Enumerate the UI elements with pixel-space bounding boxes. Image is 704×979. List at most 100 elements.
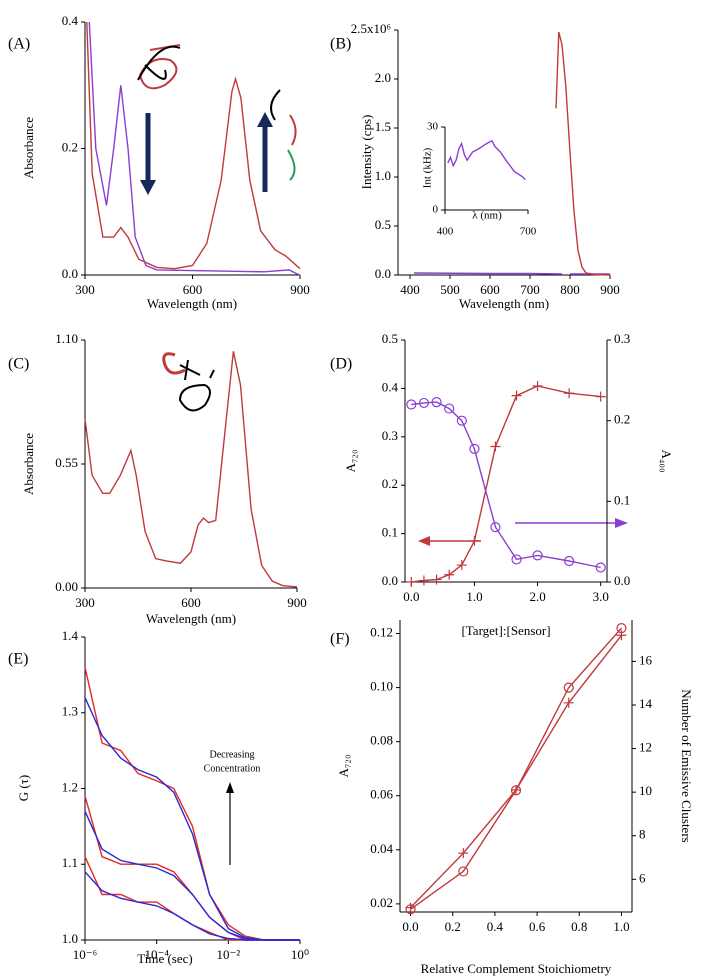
marker [511, 784, 521, 795]
annotation: Concentration [204, 763, 261, 774]
y2-tick-label: 0.2 [614, 412, 630, 427]
y-tick-label: 0.4 [382, 379, 399, 394]
panel: 0.0 1.0 2.0 3.0 0.0 0.1 0.2 0.3 0.4 0.5 0.0 0.1 0.2 0… [330, 331, 674, 638]
x-tick-label: 900 [600, 282, 620, 297]
y-tick-label: 1.5 [375, 119, 391, 134]
y-axis-label: Int (kHz) [422, 147, 434, 188]
marker [564, 555, 575, 567]
x-tick-label: 0.0 [403, 589, 419, 604]
arrowhead [140, 180, 156, 195]
x-axis-label: [Target]:[Sensor] [461, 623, 550, 638]
x-tick-label: 300 [75, 595, 95, 610]
y-tick-label: 0.06 [370, 787, 393, 802]
x-tick-label: 900 [287, 595, 307, 610]
marker [418, 397, 430, 409]
arrowhead [257, 112, 273, 127]
x-tick-label: 10⁻⁴ [144, 947, 169, 962]
y2-tick-label: 12 [639, 740, 652, 755]
x-tick-label: 10⁻² [216, 947, 240, 962]
marker [469, 535, 480, 546]
panel-label: (B) [330, 36, 351, 53]
marker [563, 697, 574, 708]
y2-tick-label: 0.3 [614, 331, 630, 346]
y-tick-label: 1.3 [62, 704, 78, 719]
icon [162, 352, 186, 375]
x-tick-label: 10⁻⁶ [73, 947, 97, 962]
marker [458, 866, 469, 877]
series-line [84, 795, 300, 941]
y-tick-label: 2.0 [375, 70, 391, 85]
y-tick-label: 0.2 [62, 139, 78, 154]
y-axis-label: G (τ) [16, 775, 31, 802]
x-axis-label: Time (sec) [137, 951, 193, 966]
y-tick-label: 0.3 [382, 428, 398, 443]
x-tick-label: 700 [520, 226, 537, 238]
y-tick-label: 0.4 [62, 13, 79, 28]
panel: 400 500 600 700 800 900 0.0 0.5 1.0 1.5 2.0 2.5x10⁶… [330, 21, 620, 311]
series-line [84, 351, 298, 588]
x-tick-label: 900 [290, 282, 310, 297]
marker [511, 390, 522, 401]
y-tick-label: 0.5 [382, 331, 398, 346]
annotation: Decreasing [210, 749, 255, 760]
arrowhead [418, 536, 430, 546]
series-line [86, 21, 301, 270]
y-axis-label: Absorbance [21, 117, 36, 179]
y-tick-label: 1.0 [62, 931, 78, 946]
marker [458, 848, 469, 859]
icon [137, 45, 181, 81]
y2-tick-label: 14 [639, 696, 653, 711]
x-tick-label: 0.0 [402, 919, 418, 934]
y-tick-label: 0.55 [55, 455, 78, 470]
x-tick-label: 1.0 [613, 919, 629, 934]
series-line [88, 21, 301, 276]
series-line [84, 697, 300, 941]
series-line [555, 31, 611, 276]
icon [178, 369, 215, 412]
x-axis-label: λ (nm) [472, 210, 502, 222]
y-tick-label: 0.02 [370, 895, 393, 910]
marker [406, 577, 417, 587]
decorations [137, 44, 628, 865]
y-tick-label: 0.08 [370, 733, 393, 748]
x-tick-label: 600 [181, 595, 201, 610]
series-line [409, 634, 623, 909]
marker [595, 562, 606, 573]
marker [418, 575, 429, 586]
y-axis-label: Intensity (cps) [359, 115, 374, 190]
y2-tick-label: 16 [639, 652, 653, 667]
y-axis-label: A₇₂₀ [343, 450, 358, 473]
y-tick-label: 0.12 [370, 625, 393, 640]
marker [431, 397, 442, 408]
series-line [84, 871, 300, 941]
y-tick-label: 0.00 [55, 579, 78, 594]
icon [270, 89, 281, 121]
y2-tick-label: 6 [639, 870, 646, 885]
y-tick-label: 2.5x10⁶ [351, 21, 391, 36]
x-tick-label: 300 [75, 282, 95, 297]
x-tick-label: 0.6 [529, 919, 546, 934]
x-tick-label: 3.0 [593, 589, 609, 604]
y-tick-label: 0.5 [375, 217, 391, 232]
series-line [84, 810, 300, 941]
panel-label: (C) [8, 356, 29, 373]
series-line [411, 385, 601, 583]
panel-label: (E) [8, 651, 28, 668]
y-tick-label: 1.0 [375, 168, 391, 183]
y2-axis-label: A₄₀₀ [659, 450, 674, 473]
y-tick-label: 0.0 [62, 266, 78, 281]
x-tick-label: 600 [480, 282, 500, 297]
arrowhead [615, 518, 628, 528]
marker [490, 522, 501, 533]
series-line [84, 667, 300, 941]
series-line [410, 627, 623, 910]
marker [564, 388, 575, 399]
x-axis-label: Wavelength (nm) [146, 611, 236, 626]
series-line [411, 401, 601, 569]
y-tick-label: 0.0 [382, 573, 398, 588]
marker [532, 380, 543, 391]
y2-tick-label: 0.1 [614, 492, 630, 507]
series-line [447, 139, 526, 181]
icon [289, 114, 297, 146]
